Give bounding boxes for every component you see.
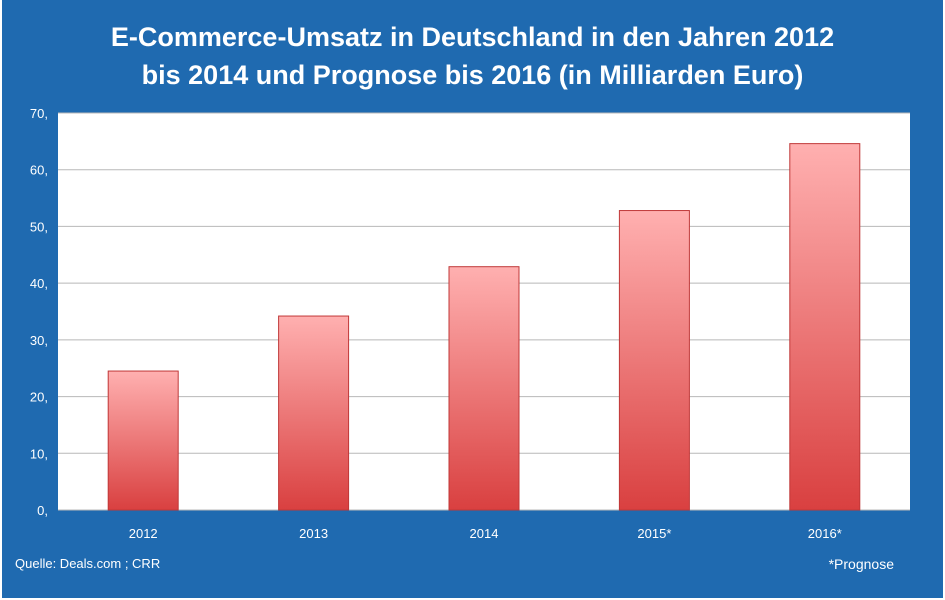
y-tick-label: 10,	[30, 446, 48, 461]
y-tick-label: 70,	[30, 106, 48, 121]
x-tick-label: 2015*	[637, 526, 671, 541]
bar-2014	[448, 266, 520, 511]
source-note: Quelle: Deals.com ; CRR	[15, 556, 161, 571]
x-tick-label: 2012	[129, 526, 158, 541]
y-tick-label: 50,	[30, 219, 48, 234]
chart-title-line-1: E-Commerce-Umsatz in Deutschland in den …	[110, 22, 835, 52]
x-tick-label: 2014	[470, 526, 499, 541]
y-tick-label: 30,	[30, 333, 48, 348]
bar-2015	[618, 210, 690, 511]
y-tick-label: 40,	[30, 276, 48, 291]
y-tick-label: 20,	[30, 390, 48, 405]
x-tick-label: 2013	[299, 526, 328, 541]
bar-2013	[278, 315, 350, 511]
y-tick-label: 60,	[30, 163, 48, 178]
chart-title: E-Commerce-Umsatz in Deutschland in den …	[2, 18, 943, 94]
y-tick-label: 0,	[37, 503, 48, 518]
bar-2016	[789, 143, 861, 511]
bar-2012	[107, 370, 179, 511]
chart-title-line-2: bis 2014 und Prognose bis 2016 (in Milli…	[141, 60, 804, 90]
x-tick-label: 2016*	[808, 526, 842, 541]
footnote: *Prognose	[828, 556, 894, 572]
